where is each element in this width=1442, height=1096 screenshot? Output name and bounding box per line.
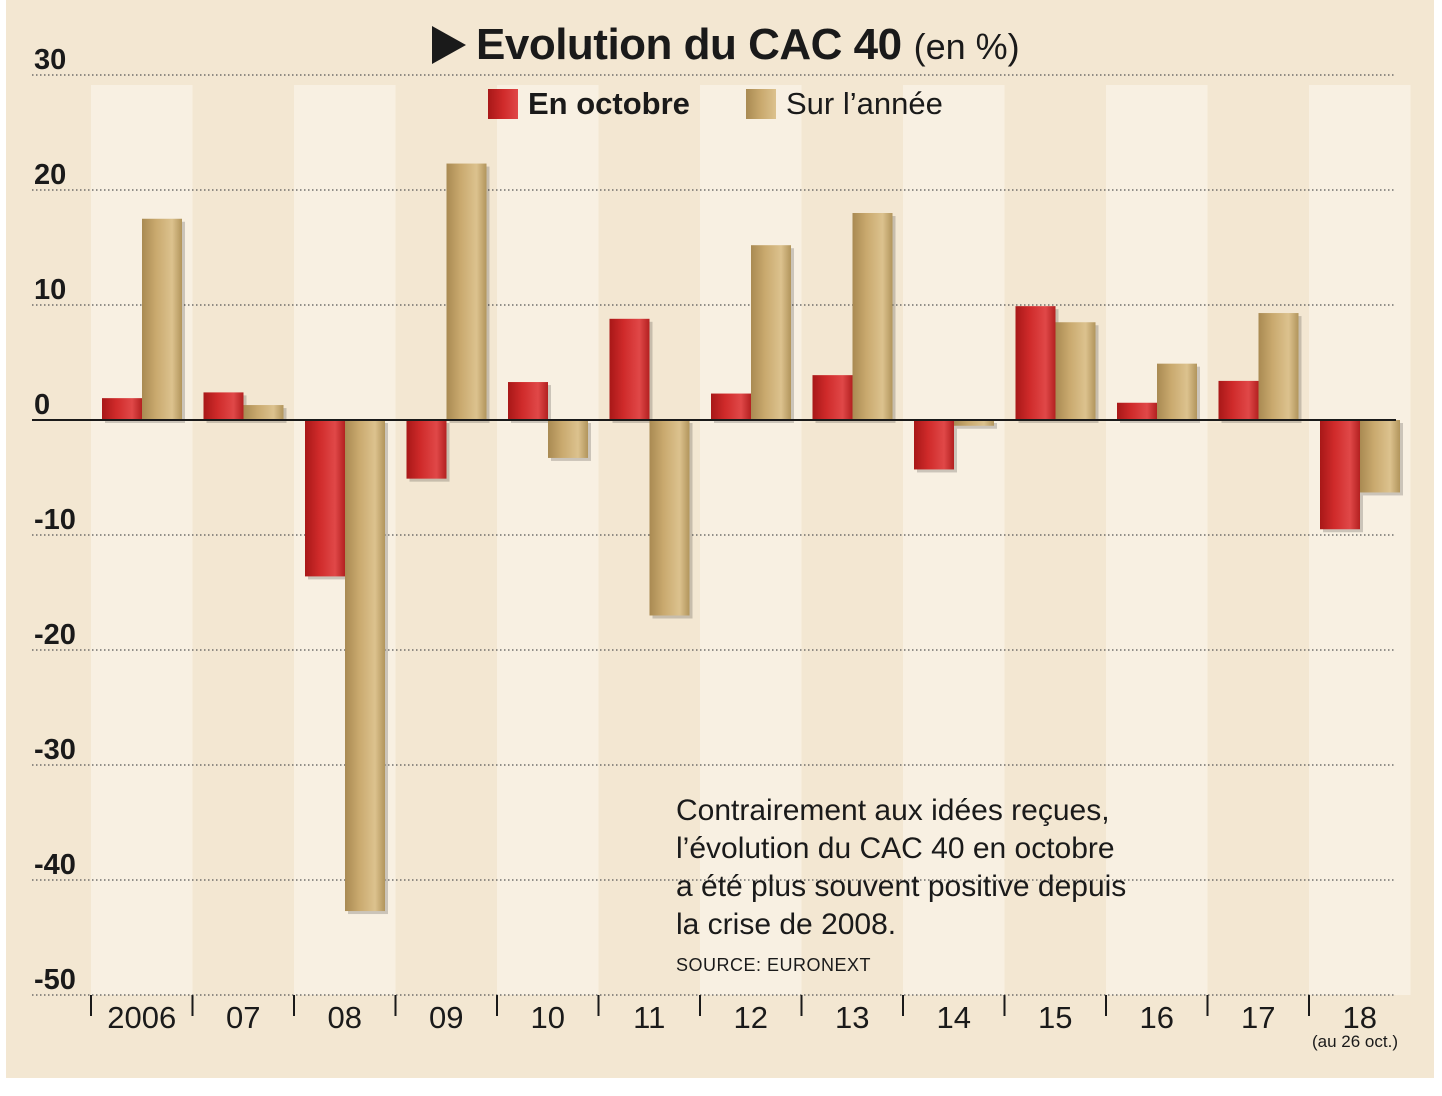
bar-octobre [1117,402,1157,420]
x-tick-label: 12 [734,1000,768,1035]
legend-label-annee: Sur l’année [786,86,943,121]
legend-item-annee: Sur l’année [746,86,943,122]
bar-annee [446,163,487,421]
y-tick-label: 20 [34,159,66,191]
y-tick-label: -20 [34,619,76,651]
bar-octobre [609,318,650,420]
column-band [1207,85,1309,995]
bar-annee [243,405,284,420]
y-tick-label: 10 [34,274,66,306]
y-tick-label: -40 [34,849,76,881]
y-tick-label: -50 [34,964,76,996]
column-band [192,85,294,995]
x-tick-label: 13 [835,1000,869,1035]
legend-swatch-octobre [488,89,518,119]
x-tick-label: 16 [1140,1000,1174,1035]
bar-octobre [711,393,751,420]
x-tick-note: (au 26 oct.) [1312,1032,1398,1051]
chart-source: SOURCE: EURONEXT [676,955,872,975]
column-band [1309,85,1411,995]
annotation-line: a été plus souvent positive depuis [676,870,1127,903]
bar-annee [852,213,893,420]
bar-octobre [1218,380,1259,420]
chart-title: Evolution du CAC 40 (en %) [432,20,1020,70]
bar-octobre [102,398,142,420]
bar-annee [1360,420,1400,493]
chart-title-unit: (en %) [913,26,1020,67]
x-tick-label: 08 [328,1000,362,1035]
play-triangle-icon [432,26,466,64]
bar-annee [1157,363,1197,420]
x-tick-label: 15 [1038,1000,1072,1035]
x-tick-label: 07 [226,1000,260,1035]
bar-octobre [1015,306,1056,420]
bar-octobre [914,420,954,470]
bar-octobre [812,375,853,420]
column-band [497,85,599,995]
bar-octobre [1320,420,1360,530]
annotation-line: l’évolution du CAC 40 en octobre [676,832,1115,865]
bar-annee [548,420,588,458]
column-band [903,85,1005,995]
x-tick-label: 10 [531,1000,565,1035]
bar-annee [649,420,690,616]
y-tick-label: -10 [34,504,76,536]
chart-annotation: Contrairement aux idées reçues, l’évolut… [676,792,1126,944]
legend-item-octobre: En octobre [488,86,690,122]
x-tick-label: 17 [1241,1000,1275,1035]
bar-octobre [508,382,548,420]
bar-annee [142,218,182,420]
bar-octobre [406,420,447,479]
bar-shadow [957,423,997,429]
annotation-line: la crise de 2008. [676,908,897,941]
bar-octobre [203,392,244,420]
chart-title-text: Evolution du CAC 40 [476,20,902,69]
y-tick-label: 0 [34,389,50,421]
bar-annee [345,420,385,912]
bar-octobre [305,420,345,577]
column-band [1106,85,1208,995]
bar-annee [1258,313,1299,420]
y-tick-label: -30 [34,734,76,766]
x-tick-label: 09 [429,1000,463,1035]
column-band [700,85,802,995]
x-tick-label: 14 [937,1000,971,1035]
legend-label-octobre: En octobre [528,86,690,121]
y-tick-label: 30 [34,44,66,76]
bar-annee [954,420,994,426]
x-tick-label: 2006 [107,1000,176,1035]
bar-annee [1055,322,1096,420]
legend-swatch-annee [746,89,776,119]
x-tick-label: 18 [1343,1000,1377,1035]
annotation-line: Contrairement aux idées reçues, [676,794,1110,827]
column-band [1004,85,1106,995]
x-tick-label: 11 [633,1000,665,1035]
bar-annee [751,245,791,420]
